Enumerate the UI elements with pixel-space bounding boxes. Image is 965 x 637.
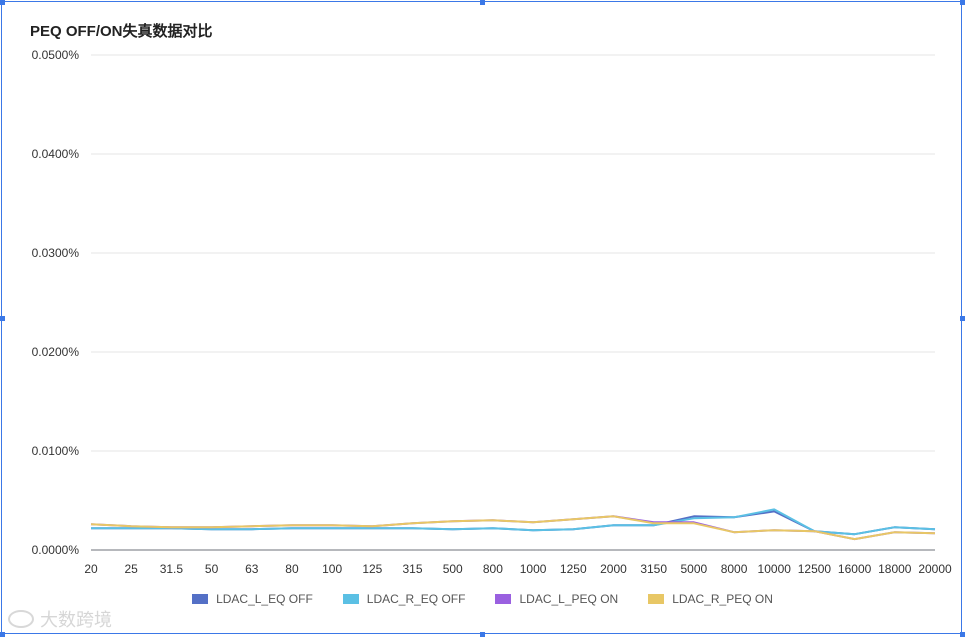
x-tick-label: 18000 — [878, 562, 912, 576]
resize-handle-top[interactable] — [480, 0, 485, 5]
watermark: 大数跨境 — [8, 606, 112, 632]
legend-label: LDAC_R_PEQ ON — [672, 592, 773, 606]
legend-label: LDAC_R_EQ OFF — [366, 592, 466, 606]
legend-swatch — [192, 594, 209, 604]
resize-handle-bottom-left[interactable] — [0, 632, 5, 637]
resize-handle-bottom[interactable] — [480, 632, 485, 637]
legend-swatch — [648, 594, 665, 604]
x-tick-label: 80 — [285, 562, 299, 576]
y-tick-label: 0.0500% — [32, 48, 80, 62]
resize-handle-top-right[interactable] — [960, 0, 965, 5]
x-tick-label: 50 — [205, 562, 219, 576]
x-tick-label: 63 — [245, 562, 259, 576]
x-tick-label: 5000 — [681, 562, 708, 576]
legend-swatch — [342, 594, 359, 604]
resize-handle-left[interactable] — [0, 316, 5, 321]
x-tick-label: 16000 — [838, 562, 872, 576]
x-tick-label: 10000 — [758, 562, 792, 576]
watermark-text: 大数跨境 — [40, 610, 112, 630]
watermark-logo-icon — [8, 610, 34, 628]
series-line — [91, 508, 936, 536]
y-tick-label: 0.0400% — [32, 147, 80, 161]
x-tick-label: 2000 — [600, 562, 627, 576]
legend-label: LDAC_L_EQ OFF — [216, 592, 313, 606]
x-tick-label: 20 — [84, 562, 98, 576]
x-tick-label: 500 — [443, 562, 463, 576]
x-tick-label: 315 — [403, 562, 423, 576]
x-tick-label: 25 — [125, 562, 139, 576]
legend-swatch — [495, 594, 512, 604]
y-tick-label: 0.0200% — [32, 345, 80, 359]
x-tick-label: 100 — [322, 562, 342, 576]
legend-item[interactable]: LDAC_R_EQ OFF — [342, 592, 466, 606]
x-tick-label: 12500 — [798, 562, 832, 576]
y-tick-label: 0.0100% — [32, 444, 80, 458]
y-tick-label: 0.0300% — [32, 246, 80, 260]
x-tick-label: 20000 — [918, 562, 952, 576]
x-tick-label: 31.5 — [160, 562, 184, 576]
series-line — [90, 515, 936, 541]
legend-item[interactable]: LDAC_R_PEQ ON — [648, 592, 773, 606]
x-tick-label: 8000 — [721, 562, 748, 576]
chart-legend: LDAC_L_EQ OFF LDAC_R_EQ OFF LDAC_L_PEQ ON L… — [0, 592, 965, 606]
x-tick-label: 1000 — [520, 562, 547, 576]
x-tick-label: 125 — [362, 562, 382, 576]
x-tick-label: 1250 — [560, 562, 587, 576]
resize-handle-bottom-right[interactable] — [960, 632, 965, 637]
x-tick-label: 3150 — [640, 562, 667, 576]
legend-item[interactable]: LDAC_L_PEQ ON — [495, 592, 618, 606]
resize-handle-right[interactable] — [960, 316, 965, 321]
x-tick-label: 800 — [483, 562, 503, 576]
y-tick-label: 0.0000% — [32, 543, 80, 557]
resize-handle-top-left[interactable] — [0, 0, 5, 5]
legend-label: LDAC_L_PEQ ON — [519, 592, 619, 606]
chart-title: PEQ OFF/ON失真数据对比 — [30, 23, 213, 40]
legend-item[interactable]: LDAC_L_EQ OFF — [192, 592, 313, 606]
